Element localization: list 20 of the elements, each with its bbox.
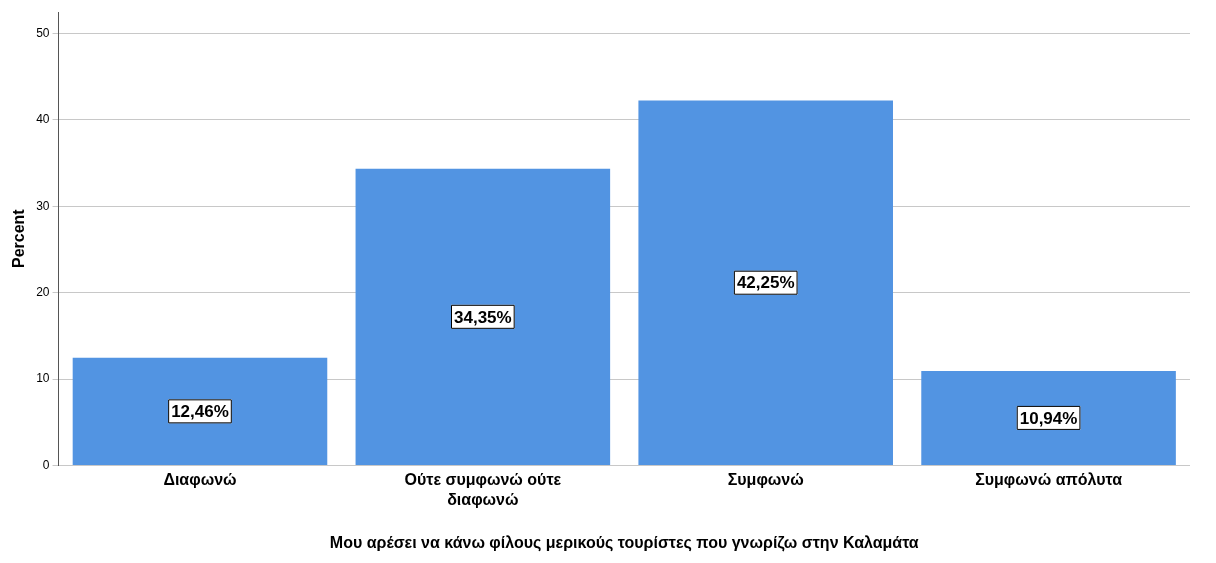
x-tick-label: Ούτε συμφωνώ ούτε διαφωνώ [404,471,562,508]
data-label: 12,46% [171,402,229,422]
x-tick-label: Συμφωνώ απόλυτα [975,471,1123,489]
y-tick-label: 0 [42,457,50,472]
bar [638,100,893,465]
y-tick-label: 10 [36,371,50,386]
bar [355,168,611,465]
y-tick-label: 20 [36,284,50,299]
bar [921,370,1176,465]
x-tick-label: Συμφωνώ [727,471,804,489]
y-tick-label: 30 [36,198,50,213]
data-label: 34,35% [454,307,512,327]
data-label: 10,94% [1019,408,1078,428]
y-tick-label: 40 [36,112,50,127]
data-label: 42,25% [736,273,795,293]
x-tick-label: Διαφωνώ [163,471,237,489]
bar [72,357,328,465]
y-tick-label: 50 [36,25,50,40]
y-axis-title: Percent [10,208,28,269]
x-axis-title: Μου αρέσει να κάνω φίλους μερικούς τουρίστες που γνωρίζω στην Καλαμάτα [329,533,919,552]
